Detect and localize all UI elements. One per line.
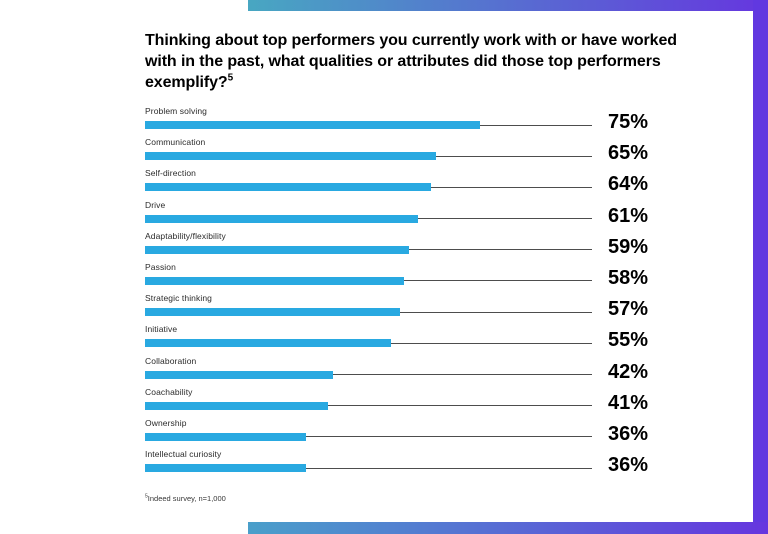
category-label: Drive [145,199,166,210]
value-bar [145,183,432,192]
bar-track [145,308,592,317]
chart-row: Initiative 55% [145,322,648,353]
category-label: Initiative [145,324,178,335]
value-bar [145,245,409,254]
value-label: 41% [607,391,648,414]
leader-line [145,436,592,438]
value-bar [145,308,400,317]
category-label: Coachability [145,386,193,397]
category-label: Collaboration [145,355,197,366]
value-bar [145,401,329,410]
value-label: 64% [607,173,648,196]
value-label: 55% [607,329,648,352]
value-bar [145,464,306,473]
chart-row: Adaptability/flexibility 59% [145,229,648,260]
value-label: 75% [607,111,648,133]
value-bar [145,432,306,441]
bar-track [145,401,592,410]
leader-line [145,405,592,407]
bar-track [145,152,592,161]
chart-row: Passion 58% [145,260,648,291]
category-label: Communication [145,137,206,148]
value-label: 36% [607,422,648,445]
bar-track [145,339,592,348]
right-accent-column [753,0,768,534]
footnote-marker: 5 [145,493,148,500]
value-bar [145,121,481,129]
value-bar [145,152,436,161]
category-label: Intellectual curiosity [145,449,222,460]
leader-line [145,467,592,469]
bar-track [145,245,592,254]
category-label: Ownership [145,417,187,428]
chart-row: Collaboration 42% [145,354,648,385]
bar-track [145,370,592,379]
chart-title: Thinking about top performers you curren… [145,30,677,93]
bar-track [145,276,592,285]
chart-card: Thinking about top performers you curren… [145,30,677,503]
value-label: 65% [607,142,648,165]
bar-track [145,214,592,223]
value-label: 57% [607,298,648,321]
chart-row: Strategic thinking 57% [145,291,648,322]
chart-title-text: Thinking about top performers you curren… [145,32,677,91]
value-label: 58% [607,266,648,289]
value-bar [145,339,391,348]
bar-track [145,183,592,192]
value-bar [145,214,418,223]
footnote: 5Indeed survey, n=1,000 [145,494,648,503]
value-label: 59% [607,235,648,258]
category-label: Passion [145,261,176,272]
category-label: Strategic thinking [145,293,213,304]
chart-title-footnote-marker: 5 [227,72,234,84]
leader-line [145,374,592,375]
category-label: Adaptability/flexibility [145,230,226,241]
value-bar [145,276,405,285]
category-label: Problem solving [145,106,207,116]
chart-row: Coachability 41% [145,385,648,416]
bottom-gradient-bar [248,522,768,534]
bar-track [145,121,592,129]
chart-row: Ownership 36% [145,416,648,447]
value-label: 42% [607,360,648,383]
chart-row: Self-direction 64% [145,166,648,197]
value-label: 61% [607,204,648,227]
value-bar [145,370,333,379]
chart-row: Communication 65% [145,135,648,166]
top-gradient-bar [248,0,768,11]
chart-row: Problem solving 75% [145,104,648,135]
bar-track [145,432,592,441]
chart-row: Intellectual curiosity 36% [145,447,648,478]
bar-track [145,464,592,473]
category-label: Self-direction [145,168,197,179]
footnote-text: Indeed survey, n=1,000 [147,494,226,504]
value-label: 36% [607,454,648,477]
chart-row: Drive 61% [145,198,648,229]
bar-chart: Problem solving 75% Communication 65% Se… [145,104,648,478]
